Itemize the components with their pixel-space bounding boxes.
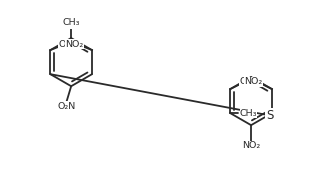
- Text: O₂N: O₂N: [59, 40, 77, 49]
- Text: CH₃: CH₃: [240, 109, 257, 118]
- Text: NO₂: NO₂: [242, 141, 260, 150]
- Text: NO₂: NO₂: [65, 40, 84, 49]
- Text: O₂N: O₂N: [239, 77, 257, 86]
- Text: CH₃: CH₃: [62, 18, 80, 27]
- Text: O₂N: O₂N: [57, 102, 76, 111]
- Text: S: S: [266, 109, 273, 122]
- Text: NO₂: NO₂: [245, 77, 263, 86]
